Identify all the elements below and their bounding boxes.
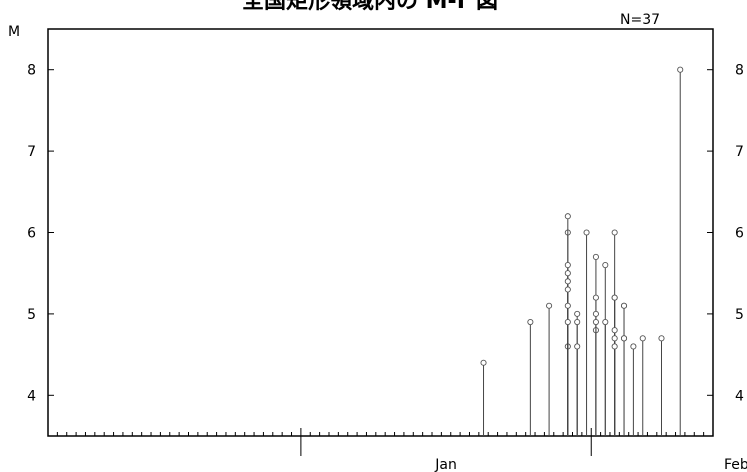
stem-marker — [583, 229, 590, 236]
stem-marker — [602, 318, 609, 326]
x-axis: Jan Feb — [47, 428, 747, 472]
stem-marker — [564, 286, 571, 293]
stem-marker — [592, 318, 599, 326]
stem-marker — [592, 253, 599, 260]
stem-marker — [592, 294, 599, 301]
y-tick-label-left: 8 — [27, 63, 36, 79]
event-count-label: N=37 — [620, 12, 660, 28]
stem-marker — [620, 335, 628, 342]
stem-marker — [602, 262, 609, 269]
stem-marker — [611, 229, 618, 236]
stem-marker — [611, 335, 618, 342]
y-tick-label-left: 4 — [27, 388, 36, 404]
stem-marker — [574, 318, 581, 326]
chart-title: 全国矩形領域内の M-T 図 — [241, 0, 498, 14]
y-tick-label-right: 6 — [735, 226, 744, 242]
y-tick-label-left: 5 — [27, 307, 36, 323]
stem-marker — [658, 335, 665, 342]
stem-marker — [546, 302, 553, 309]
stem-marker — [564, 270, 571, 277]
stem-marker — [620, 302, 628, 309]
stem-marker — [677, 66, 684, 73]
stem-marker — [527, 318, 534, 326]
stem-marker — [480, 359, 487, 366]
stem-marker — [611, 343, 618, 350]
stem-marker — [592, 310, 599, 317]
y-axis-label: M — [8, 24, 20, 40]
y-tick-label-right: 5 — [735, 307, 744, 323]
y-tick-label-left: 7 — [27, 144, 36, 160]
stem-marker — [564, 262, 571, 269]
x-month-label: Jan — [434, 457, 457, 472]
stem-marker — [564, 278, 571, 285]
y-axis: 4 4 5 5 6 6 7 7 8 8 — [27, 63, 744, 405]
x-month-label: Feb — [724, 457, 747, 472]
stem-marker — [564, 213, 571, 220]
stem-marker — [574, 310, 581, 317]
stem-marker — [611, 327, 618, 334]
stem-marker — [639, 335, 646, 342]
stem-marker — [564, 318, 571, 326]
y-tick-label-right: 8 — [735, 63, 744, 79]
stem-series — [480, 66, 684, 436]
stem-marker — [611, 294, 618, 301]
stem-marker — [574, 343, 581, 350]
y-tick-label-right: 7 — [735, 144, 744, 160]
stem-marker — [630, 343, 637, 350]
stem-marker — [564, 302, 571, 309]
y-tick-label-left: 6 — [27, 226, 36, 242]
y-tick-label-right: 4 — [735, 388, 744, 404]
